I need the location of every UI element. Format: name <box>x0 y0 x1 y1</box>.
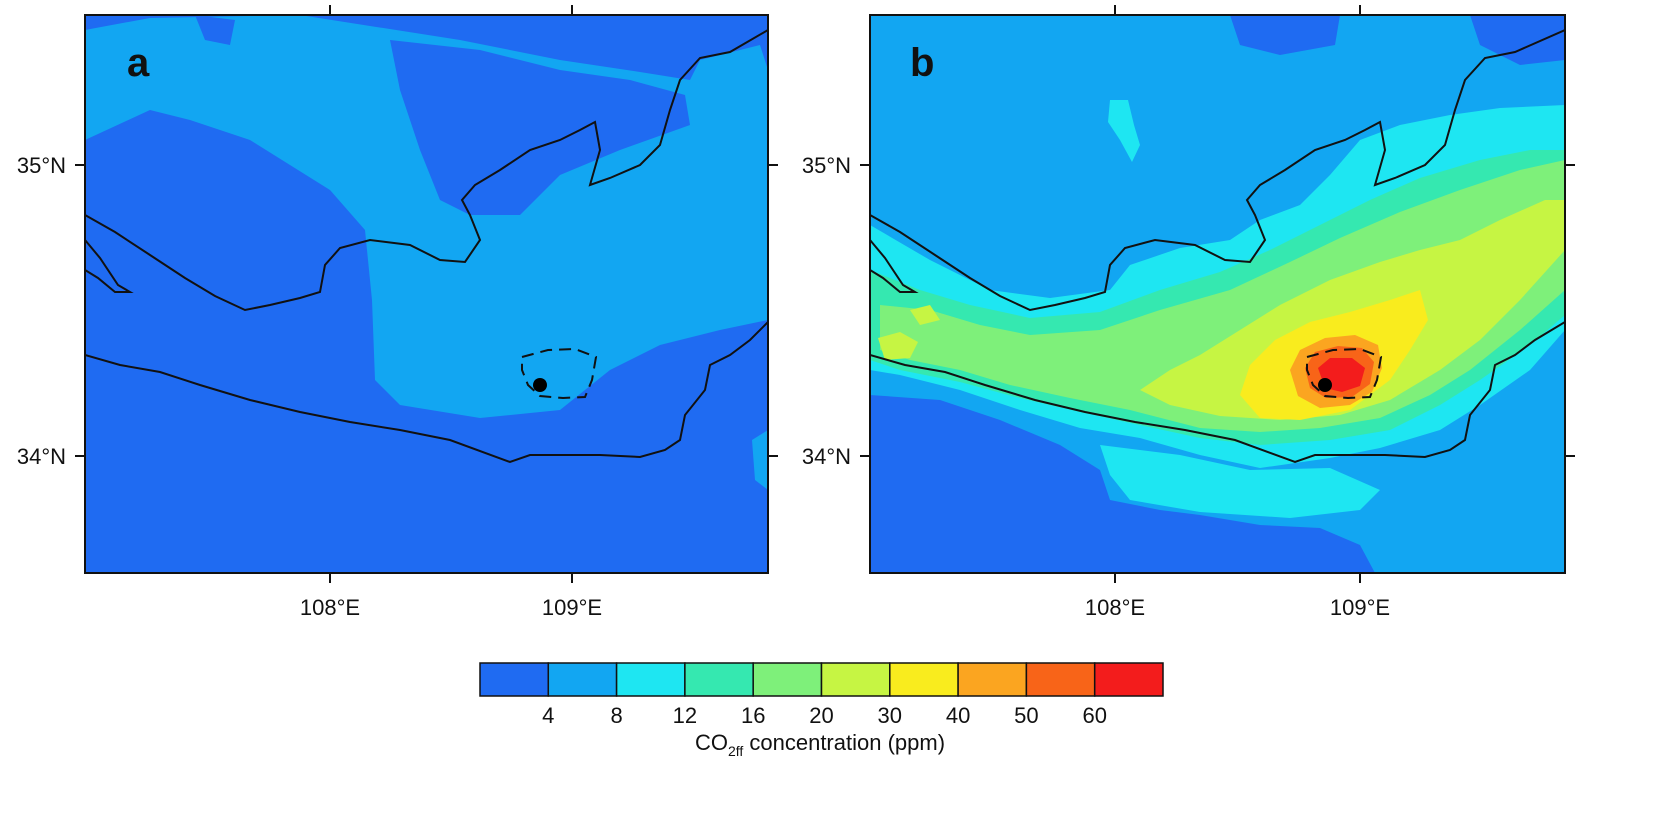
colorbar-swatch <box>752 662 823 697</box>
panel-a-ytick-label: 34°N <box>17 444 66 469</box>
panel-b-letter: b <box>910 41 934 85</box>
colorbar-swatch <box>957 662 1028 697</box>
panel-a-ytick-label: 35°N <box>17 153 66 178</box>
panel-b-ytick-label: 34°N <box>802 444 851 469</box>
colorbar-tick-label: 20 <box>809 703 833 728</box>
panel-a-boundary-south <box>85 321 768 464</box>
panel-b-boundary-south <box>870 321 1565 464</box>
colorbar-tick-label: 16 <box>741 703 765 728</box>
panel-b-field-0-4 <box>1230 15 1340 55</box>
panel-a-frame <box>84 14 769 574</box>
panel-b-xtick-label: 108°E <box>1085 595 1145 620</box>
colorbar-title-suffix: concentration (ppm) <box>743 730 945 755</box>
panel-b-field-0-4 <box>1470 15 1565 65</box>
panel-a-letter: a <box>127 41 150 85</box>
colorbar-tick-label: 60 <box>1082 703 1106 728</box>
colorbar-title: CO2ff concentration (ppm) <box>695 730 945 759</box>
colorbar-swatch <box>1093 662 1164 697</box>
panel-a-site-marker <box>533 378 547 392</box>
panel-b-ytick-label: 35°N <box>802 153 851 178</box>
panel-a-city-outline <box>521 347 598 400</box>
panel-b-site-marker <box>1318 378 1332 392</box>
panel-a-xtick-label: 109°E <box>542 595 602 620</box>
colorbar-title-subscript: 2ff <box>728 743 743 759</box>
panel-a-xtick-label: 108°E <box>300 595 360 620</box>
panel-b-boundary-inner <box>870 239 919 293</box>
colorbar-tick-label: 4 <box>542 703 554 728</box>
colorbar-swatch <box>820 662 891 697</box>
panel-a-field-0-4-pocket <box>195 15 235 45</box>
panel-b-boundary-north <box>870 29 1565 312</box>
panel-b-field-8-12-patch <box>1108 100 1140 162</box>
colorbar-swatch <box>547 662 618 697</box>
colorbar-tick-label: 30 <box>878 703 902 728</box>
colorbar-swatch <box>479 662 550 697</box>
panel-b-frame <box>869 14 1566 574</box>
colorbar: 4 8 12 16 20 30 40 50 60 <box>479 662 1164 728</box>
colorbar-swatch <box>615 662 686 697</box>
panel-a-map <box>85 15 768 573</box>
colorbar-swatch <box>684 662 754 697</box>
colorbar-tick-label: 8 <box>610 703 622 728</box>
panel-a-boundary-inner <box>85 239 134 293</box>
colorbar-swatch <box>889 662 959 697</box>
panel-a-boundary-north <box>85 29 768 312</box>
colorbar-title-prefix: CO <box>695 730 728 755</box>
panel-a-field-4-8-patch <box>752 430 768 490</box>
panel-a-field-4-8-patch <box>165 62 195 85</box>
panel-b-field-20-30 <box>1140 200 1565 420</box>
panel-a-field-0-4-pocket <box>390 40 690 215</box>
panel-b-hotspot <box>910 305 940 325</box>
colorbar-swatch <box>1025 662 1096 697</box>
panel-b-field-0-4 <box>870 395 1375 573</box>
colorbar-tick-label: 12 <box>673 703 697 728</box>
panel-b: 108°E 109°E 35°N 34°N b <box>802 5 1575 620</box>
panel-b-map <box>870 15 1565 573</box>
panel-a: 108°E 109°E 35°N 34°N a <box>17 5 778 620</box>
panel-b-hotspot <box>878 332 918 360</box>
colorbar-tick-label: 50 <box>1014 703 1038 728</box>
panel-b-field-8-12-patch <box>1100 445 1380 518</box>
panel-b-city-outline <box>1306 347 1383 400</box>
colorbar-tick-label: 40 <box>946 703 970 728</box>
panel-b-xtick-label: 109°E <box>1330 595 1390 620</box>
